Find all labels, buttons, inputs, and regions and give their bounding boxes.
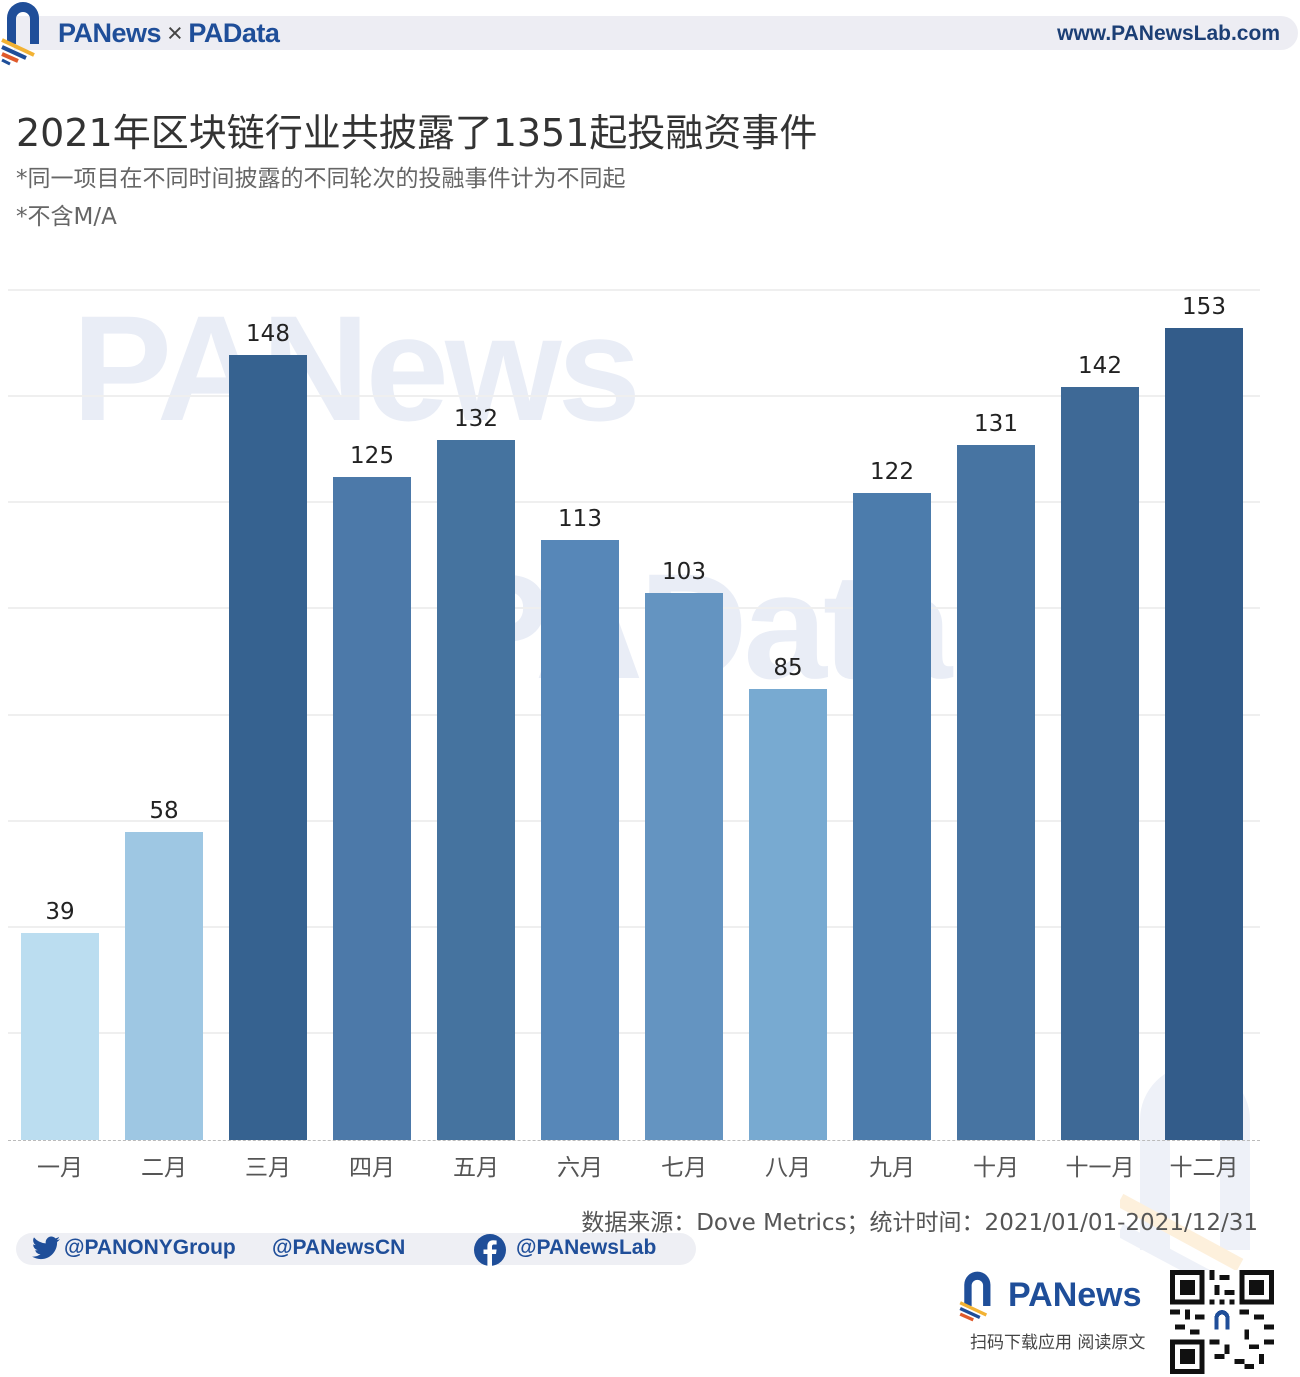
bar-value-label: 148 [246,320,290,347]
header-bar [14,16,1298,50]
footer-brand: PANews [1008,1276,1142,1314]
bar-value-label: 58 [149,798,179,825]
x-tick-label: 三月 [245,1155,291,1181]
x-tick-label: 七月 [661,1155,707,1181]
bar-value-label: 85 [773,654,803,681]
bar-value-label: 125 [350,442,394,469]
bar-5[interactable] [437,439,515,1140]
bar-7[interactable] [645,593,723,1140]
bar-6[interactable] [541,540,619,1140]
brand-padata: PAData [188,18,280,48]
watermark-panews: PANews [72,284,641,452]
x-tick-label: 一月 [37,1155,83,1181]
x-tick-label: 六月 [557,1155,603,1181]
bar-9[interactable] [853,492,931,1140]
x-tick-label: 九月 [869,1155,915,1181]
bar-value-label: 142 [1078,352,1122,379]
bar-value-label: 131 [974,410,1018,437]
chart-title: 2021年区块链行业共披露了1351起投融资事件 [16,111,818,155]
bar-value-label: 39 [45,899,75,926]
twitter-icon [32,1236,60,1260]
bar-3[interactable] [229,354,307,1140]
x-tick-label: 十月 [973,1155,1019,1181]
gridline [8,819,1260,822]
bar-value-label: 132 [454,405,498,432]
brand-separator: × [167,18,183,48]
bar-chart: 39 58 148 125 132 113 103 85 122 131 142 153 [8,289,1260,1141]
twitter-handle[interactable]: @PANONYGroup [64,1236,236,1259]
bar-1[interactable] [21,933,99,1140]
bar-11[interactable] [1061,386,1139,1140]
bar-value-label: 113 [558,506,602,533]
facebook-handle[interactable]: @PANewsLab [516,1236,657,1259]
bar-4[interactable] [333,476,411,1140]
subtitle-note-2: *不含M/A [16,204,117,230]
gridline [8,289,1260,291]
x-axis-baseline [8,1140,1260,1141]
gridline [8,713,1260,716]
x-tick-label: 四月 [349,1155,395,1181]
bar-2[interactable] [125,832,203,1140]
gridline [8,607,1260,610]
footer-cta: 扫码下载应用 阅读原文 [970,1333,1146,1353]
gridline [8,395,1260,398]
website-link[interactable]: www.PANewsLab.com [1057,22,1280,45]
gridline [8,1031,1260,1034]
header-brand: PANews × PAData [58,18,280,49]
subtitle-note-1: *同一项目在不同时间披露的不同轮次的投融事件计为不同起 [16,166,626,192]
bar-8[interactable] [749,688,827,1140]
x-tick-label: 十一月 [1065,1155,1135,1181]
x-tick-label: 八月 [765,1155,811,1181]
panews-logo-icon [1,2,39,66]
x-tick-label: 五月 [453,1155,499,1181]
bar-value-label: 122 [870,458,914,485]
bar-value-label: 153 [1182,294,1226,321]
social-bar [16,1233,696,1265]
gridline [8,925,1260,928]
gridline [8,501,1260,504]
x-axis-labels: 一月 二月 三月 四月 五月 六月 七月 八月 九月 十月 十一月 十二月 [8,1148,1260,1188]
data-source: 数据来源：Dove Metrics；统计时间：2021/01/01-2021/1… [581,1210,1258,1236]
bar-12[interactable] [1165,328,1243,1140]
qr-code-icon[interactable] [1170,1270,1274,1374]
brand-panews: PANews [58,18,162,48]
bar-10[interactable] [957,444,1035,1140]
panews-footer-logo-icon [959,1271,991,1322]
x-tick-label: 二月 [141,1155,187,1181]
facebook-icon [474,1234,506,1266]
chart-subtitle: *同一项目在不同时间披露的不同轮次的投融事件计为不同起 *不含M/A [16,160,626,236]
x-tick-label: 十二月 [1169,1155,1239,1181]
weibo-handle[interactable]: @PANewsCN [272,1236,406,1259]
bar-value-label: 103 [662,559,706,586]
